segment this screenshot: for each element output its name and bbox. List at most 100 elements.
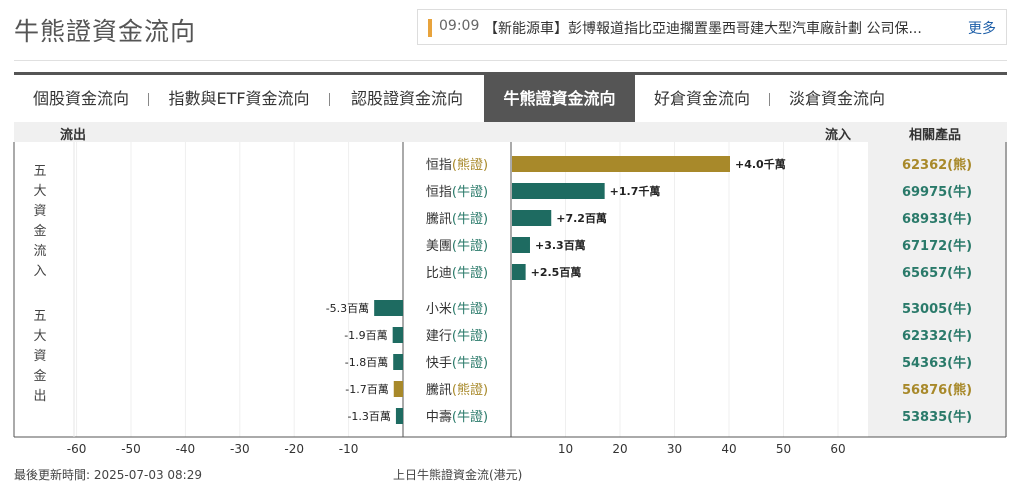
bar-value-label: -1.9百萬 xyxy=(344,329,387,342)
related-product-link[interactable]: 53835(牛) xyxy=(902,409,972,425)
flow-bar xyxy=(393,381,403,397)
page-title: 牛熊證資金流向 xyxy=(14,17,197,46)
tab-short-flow[interactable]: 淡倉資金流向 xyxy=(788,89,885,108)
underlying-name: 騰訊(牛證) xyxy=(426,211,488,227)
bar-value-label: +1.7千萬 xyxy=(610,184,661,198)
underlying-name: 美團(牛證) xyxy=(426,238,488,254)
underlying-name: 比迪(牛證) xyxy=(426,265,488,281)
products-column-bg xyxy=(868,142,1007,437)
cbbc-type-label: (牛證) xyxy=(452,301,488,317)
inflow-group-label: 金 xyxy=(33,223,46,239)
related-product-link[interactable]: 62362(熊) xyxy=(902,157,972,173)
ticker-time: 09:09 xyxy=(439,18,480,34)
flow-bar xyxy=(374,300,403,316)
x-tick-label: -20 xyxy=(284,442,304,456)
underlying-label: 建行 xyxy=(426,329,452,344)
x-tick-label: -10 xyxy=(339,442,359,456)
x-tick-label: -40 xyxy=(176,442,196,456)
outflow-header: 流出 xyxy=(60,128,87,143)
bar-value-label: -1.3百萬 xyxy=(347,410,390,423)
cbbc-type-label: (牛證) xyxy=(452,184,488,200)
outflow-group-label: 大 xyxy=(33,329,46,344)
bar-value-label: +3.3百萬 xyxy=(535,238,586,252)
tab-long-flow[interactable]: 好倉資金流向 xyxy=(653,89,750,108)
underlying-label: 恒指 xyxy=(426,185,452,200)
cbbc-type-label: (牛證) xyxy=(452,355,488,371)
cbbc-type-label: (熊證) xyxy=(452,382,488,398)
bar-value-label: -5.3百萬 xyxy=(326,302,369,315)
flow-bar xyxy=(393,354,403,370)
related-product-link[interactable]: 65657(牛) xyxy=(902,265,972,281)
underlying-name: 快手(牛證) xyxy=(426,355,488,371)
underlying-label: 美團 xyxy=(426,239,452,254)
tab-warrant-flow[interactable]: 認股證資金流向 xyxy=(350,89,463,108)
last-update-time: 最後更新時間: 2025-07-03 08:29 xyxy=(14,468,202,482)
underlying-label: 中壽 xyxy=(426,410,452,425)
tab-separator xyxy=(148,93,149,106)
related-product-link[interactable]: 67172(牛) xyxy=(902,238,972,254)
related-product-link[interactable]: 69975(牛) xyxy=(902,184,972,200)
underlying-name: 恒指(熊證) xyxy=(426,157,488,173)
cbbc-type-label: (牛證) xyxy=(452,265,488,281)
inflow-group-label: 資 xyxy=(33,204,46,219)
underlying-label: 騰訊 xyxy=(426,211,452,227)
tab-separator xyxy=(769,93,770,106)
underlying-label: 比迪 xyxy=(426,266,452,281)
bar-value-label: -1.8百萬 xyxy=(345,356,388,369)
underlying-label: 恒指 xyxy=(426,158,452,173)
flow-bar xyxy=(512,183,605,199)
inflow-group-label: 大 xyxy=(33,184,46,199)
chart-header-bar: 流出 流入 相關產品 xyxy=(14,122,1007,143)
cbbc-type-label: (熊證) xyxy=(452,157,488,173)
cbbc-flow-chart: -60 -50 -40 -30 -20 -10 10 20 30 40 50 60五大資金流入五大資金… xyxy=(13,142,1007,456)
underlying-label: 快手 xyxy=(426,356,452,371)
related-product-link[interactable]: 62332(牛) xyxy=(902,328,972,344)
x-tick-label: 60 xyxy=(830,442,845,456)
flow-bar xyxy=(392,327,403,343)
related-product-link[interactable]: 68933(牛) xyxy=(902,211,972,227)
x-tick-label: 40 xyxy=(721,442,736,456)
tab-separator xyxy=(329,93,330,106)
underlying-name: 恒指(牛證) xyxy=(426,184,488,200)
ticker-more-link[interactable]: 更多 xyxy=(968,21,996,37)
tab-stock-flow[interactable]: 個股資金流向 xyxy=(32,89,129,108)
x-tick-label: 20 xyxy=(612,442,627,456)
underlying-label: 騰訊 xyxy=(426,382,452,398)
flow-bar xyxy=(395,408,403,424)
tab-cbbc-flow[interactable]: 牛熊證資金流向 xyxy=(484,75,635,122)
inflow-group-label: 流 xyxy=(33,244,46,259)
bar-value-label: +4.0千萬 xyxy=(735,157,786,171)
news-ticker[interactable]: 09:09 【新能源車】彭博報道指比亞迪擱置墨西哥建大型汽車廠計劃 公司保...… xyxy=(417,9,1007,45)
cbbc-type-label: (牛證) xyxy=(452,211,488,227)
cbbc-type-label: (牛證) xyxy=(452,238,488,254)
flow-bar xyxy=(512,156,730,172)
flow-bar xyxy=(512,237,530,253)
cbbc-type-label: (牛證) xyxy=(452,328,488,344)
bar-value-label: +2.5百萬 xyxy=(531,265,582,279)
related-product-link[interactable]: 56876(熊) xyxy=(902,382,972,398)
bar-value-label: +7.2百萬 xyxy=(556,211,607,225)
related-product-link[interactable]: 53005(牛) xyxy=(902,301,972,317)
underlying-name: 小米(牛證) xyxy=(426,301,488,317)
tab-index-etf-flow[interactable]: 指數與ETF資金流向 xyxy=(168,89,310,108)
inflow-group-label: 五 xyxy=(33,164,46,179)
underlying-label: 小米 xyxy=(426,302,452,317)
bar-value-label: -1.7百萬 xyxy=(345,383,388,396)
x-axis-label: 上日牛熊證資金流(港元) xyxy=(393,468,523,482)
header-divider xyxy=(14,60,1007,61)
flow-bar xyxy=(512,210,552,226)
inflow-group-label: 入 xyxy=(33,264,46,279)
underlying-name: 建行(牛證) xyxy=(426,328,488,344)
x-tick-label: -50 xyxy=(121,442,141,456)
outflow-group-label: 資 xyxy=(33,349,46,364)
underlying-name: 中壽(牛證) xyxy=(426,409,488,425)
x-tick-label: -30 xyxy=(230,442,250,456)
x-tick-label: 30 xyxy=(667,442,682,456)
outflow-group-label: 出 xyxy=(33,389,46,404)
flow-bar xyxy=(512,264,526,280)
x-tick-label: 50 xyxy=(776,442,791,456)
related-product-link[interactable]: 54363(牛) xyxy=(902,355,972,371)
outflow-group-label: 五 xyxy=(33,309,46,324)
x-tick-label: 10 xyxy=(558,442,573,456)
outflow-group-label: 金 xyxy=(33,368,46,384)
